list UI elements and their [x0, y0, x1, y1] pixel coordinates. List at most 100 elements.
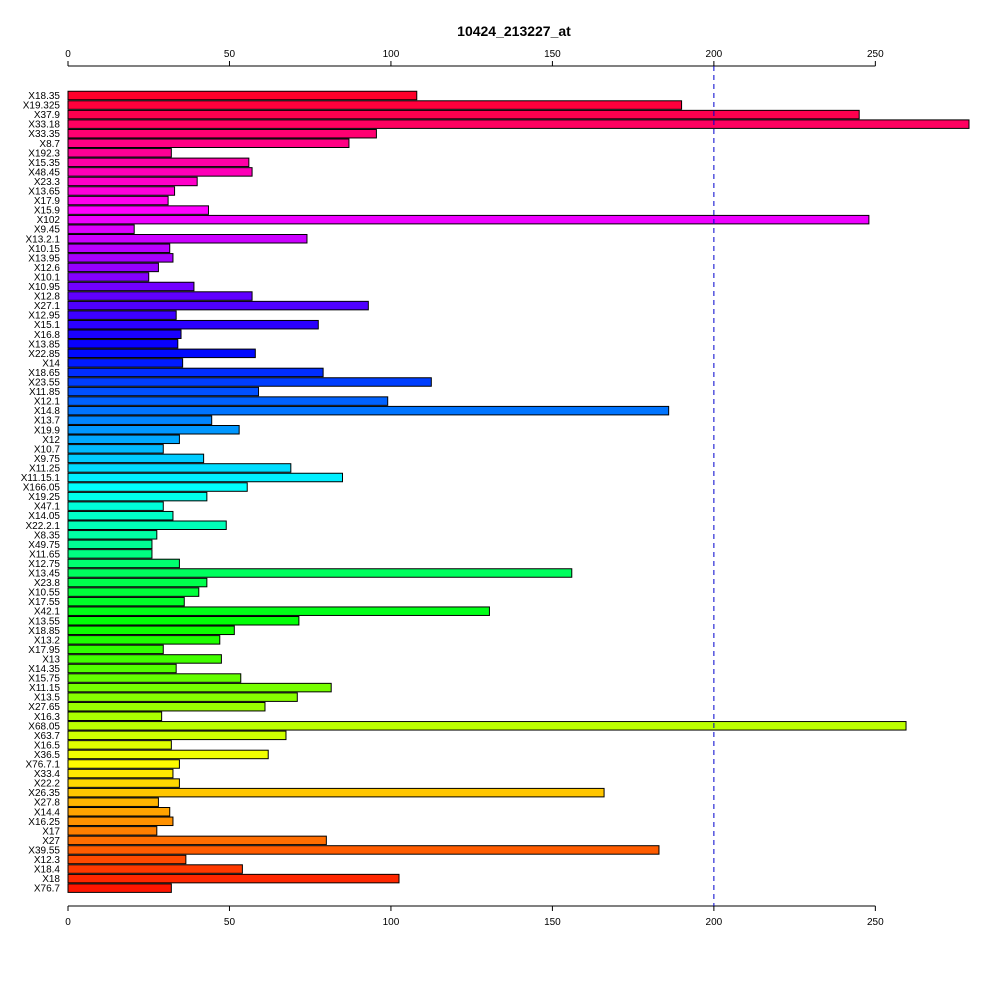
bar [67, 339, 179, 349]
bar [67, 253, 174, 263]
bar [67, 587, 200, 597]
category-label: X18.65 [28, 368, 60, 379]
bar [67, 854, 187, 865]
category-label: X37.9 [34, 110, 61, 121]
bar [67, 157, 250, 168]
bar [67, 673, 242, 683]
x-tick-label-bottom: 50 [224, 917, 236, 928]
x-tick-label-bottom: 200 [706, 917, 723, 928]
category-label: X192.3 [28, 148, 60, 159]
category-label: X23.55 [28, 378, 60, 389]
bar [67, 568, 573, 578]
category-label: X48.45 [28, 167, 60, 178]
bar [67, 873, 400, 884]
bar [67, 100, 683, 110]
bar [67, 826, 158, 836]
bar [67, 348, 256, 359]
category-label: X10.1 [34, 272, 61, 283]
category-label: X9.45 [34, 225, 61, 236]
category-label: X14 [42, 358, 60, 369]
x-tick-label-top: 150 [544, 49, 561, 60]
category-label: X14.35 [28, 664, 60, 675]
bar [67, 138, 350, 148]
category-label: X102 [37, 215, 61, 226]
category-label: X12 [42, 435, 60, 446]
category-label: X19.9 [34, 425, 61, 436]
bar [67, 749, 269, 760]
category-label: X27.1 [34, 301, 61, 312]
category-label: X9.75 [34, 454, 61, 465]
category-label: X17 [42, 826, 60, 837]
bar [67, 425, 240, 435]
category-label: X16.25 [28, 817, 60, 828]
bar [67, 167, 253, 177]
bar [67, 577, 208, 588]
category-label: X23.8 [34, 578, 61, 589]
category-label: X23.3 [34, 177, 61, 188]
bar [67, 224, 135, 234]
bar [67, 243, 171, 254]
category-label: X13.7 [34, 416, 61, 427]
bar [67, 711, 163, 721]
x-tick-label-top: 100 [383, 49, 400, 60]
bar [67, 186, 176, 196]
category-label: X27 [42, 836, 60, 847]
category-label: X12.95 [28, 311, 60, 322]
x-tick-label-top: 200 [706, 49, 723, 60]
bar [67, 797, 159, 807]
category-label: X8.7 [39, 139, 60, 150]
x-tick-label-top: 250 [867, 49, 884, 60]
category-label: X68.05 [28, 721, 60, 732]
bar [67, 759, 180, 769]
category-label: X11.15.1 [21, 473, 61, 484]
category-label: X76.7 [34, 884, 61, 895]
bar [67, 148, 172, 158]
category-label: X16.3 [34, 712, 61, 723]
bar [67, 701, 266, 712]
category-label: X13.2 [34, 635, 61, 646]
category-label: X36.5 [34, 750, 61, 761]
bar [67, 214, 870, 225]
category-label: X166.05 [23, 483, 61, 494]
bar [67, 501, 164, 511]
x-tick-label-bottom: 0 [65, 917, 71, 928]
bar [67, 434, 180, 445]
category-label: X12.3 [34, 855, 61, 866]
bar [67, 864, 243, 874]
category-label: X13.55 [28, 616, 60, 627]
bar [67, 549, 153, 559]
category-label: X18.4 [34, 865, 61, 876]
x-tick-label-top: 50 [224, 49, 236, 60]
category-label: X18.85 [28, 626, 60, 637]
category-label: X12.75 [28, 559, 60, 570]
bar [67, 491, 208, 502]
bar [67, 453, 205, 464]
category-label: X15.35 [28, 158, 60, 169]
bar [67, 835, 327, 846]
bar [67, 119, 970, 129]
bar [67, 644, 164, 655]
bar [67, 319, 319, 330]
bar [67, 768, 174, 779]
category-label: X18.35 [28, 91, 60, 102]
bar [67, 128, 377, 139]
chart-title: 10424_213227_at [457, 23, 571, 39]
bar [67, 377, 432, 387]
bar [67, 176, 198, 187]
bar [67, 234, 308, 244]
category-label: X76.7.1 [26, 760, 61, 771]
category-label: X63.7 [34, 731, 61, 742]
bars [67, 90, 970, 893]
category-label: X10.7 [34, 444, 61, 455]
bar [67, 463, 292, 473]
category-label: X15.9 [34, 206, 61, 217]
x-tick-label-bottom: 250 [867, 917, 884, 928]
category-label: X13.5 [34, 693, 61, 704]
bar [67, 405, 670, 416]
category-label: X15.75 [28, 674, 60, 685]
category-label: X16.8 [34, 330, 61, 341]
category-label: X13.85 [28, 339, 60, 350]
bar [67, 845, 660, 855]
bar [67, 807, 171, 817]
category-label: X27.65 [28, 702, 60, 713]
